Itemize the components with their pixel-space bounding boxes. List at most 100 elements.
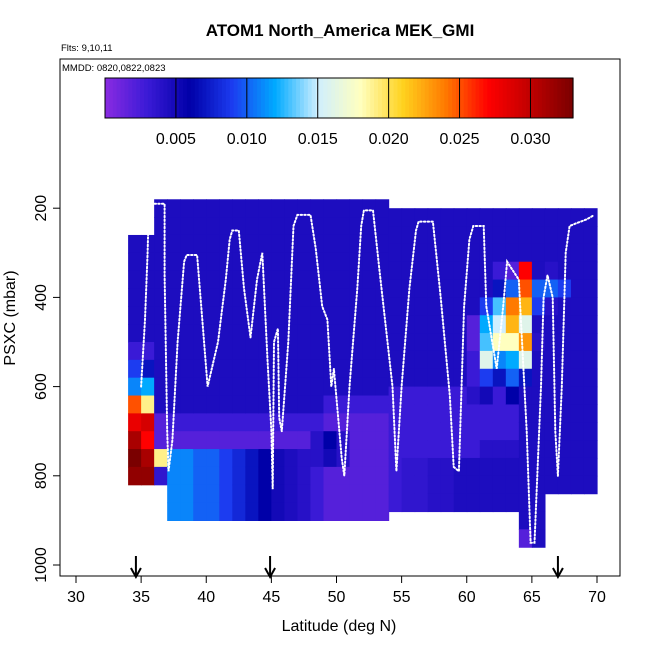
aircraft-arrows [130,556,564,580]
colorbar-segment-98 [487,78,492,118]
heatmap-cell-15-1 [323,217,338,236]
heatmap-cell-0-1 [128,252,142,272]
x-tick-label-3: 45 [262,589,280,606]
heatmap-cell-8-10 [232,377,246,397]
heatmap-cell-29-5 [505,297,520,316]
flights-annotation: Flts: 9,10,11 [61,43,113,54]
colorbar-segment-35 [241,78,246,118]
heatmap-cell-15-12 [323,413,338,432]
heatmap-cell-0-3 [128,288,142,307]
colorbar-segment-57 [327,78,332,118]
heatmap-cell-22-7 [414,333,429,352]
heatmap-cell-15-5 [323,288,338,307]
heatmap-cell-21-16 [401,493,416,513]
x-tick-label-7: 65 [523,589,541,606]
heatmap-cell-6-11 [206,395,220,414]
heatmap-cell-13-12 [297,413,312,432]
heatmap-cell-18-11 [362,395,377,414]
heatmap-cell-10-16 [258,484,272,504]
heatmap-cell-34-14 [570,457,585,477]
heatmap-cell-16-13 [336,431,351,450]
colorbar-segment-102 [502,78,508,118]
heatmap-cell-28-15 [492,475,507,495]
heatmap-cell-12-17 [284,502,299,521]
heatmap-cell-20-1 [388,226,403,245]
heatmap-cell-35-14 [583,457,598,477]
heatmap-cell-13-7 [297,324,312,343]
heatmap-cell-32-6 [544,315,559,334]
heatmap-cell-16-16 [336,484,351,504]
colorbar-segment-11 [147,78,153,118]
heatmap-cell-18-13 [362,431,377,450]
colorbar-segment-2 [112,78,118,118]
colorbar-segment-4 [120,78,126,118]
colorbar-segment-3 [116,78,122,118]
colorbar-segment-67 [366,78,371,118]
heatmap-cell-34-7 [570,333,585,352]
heatmap-cell-8-2 [232,234,246,254]
heatmap-cell-28-0 [492,208,507,227]
heatmap-cell-2-2 [154,234,168,254]
heatmap-cell-18-5 [362,288,377,307]
heatmap-cell-11-6 [271,306,285,325]
heatmap-cell-9-13 [245,431,259,450]
heatmap-cell-32-14 [544,457,559,477]
heatmap-cell-29-12 [505,422,520,441]
heatmap-cell-2-1 [154,217,168,236]
heatmap-cell-16-7 [336,324,351,343]
heatmap-cell-24-2 [440,243,455,263]
heatmap-cell-4-13 [180,431,194,450]
colorbar-segment-104 [510,78,516,118]
heatmap-cell-14-10 [310,377,325,397]
heatmap-cell-12-11 [284,395,299,414]
arrow-marker-2 [552,556,564,580]
heatmap-cell-5-15 [193,466,207,486]
heatmap-cell-30-5 [518,297,533,316]
heatmap-cell-12-0 [284,199,299,218]
heatmap-cell-4-10 [180,377,194,397]
heatmap-cell-14-12 [310,413,325,432]
heatmap-cell-11-1 [271,217,285,236]
heatmap-cell-5-12 [193,413,207,432]
heatmap-cell-26-14 [466,457,481,477]
heatmap-cell-8-3 [232,252,246,272]
heatmap-cell-32-13 [544,440,559,459]
heatmap-cell-27-1 [479,226,494,245]
heatmap-cell-3-5 [167,288,181,307]
heatmap-cell-16-6 [336,306,351,325]
heatmap-cell-9-5 [245,288,259,307]
heatmap-cell-9-17 [245,502,259,521]
heatmap-cell-11-15 [271,466,285,486]
heatmap-cell-33-5 [557,297,572,316]
heatmap-cell-12-7 [284,324,299,343]
heatmap-cell-9-8 [245,342,259,361]
heatmap-cell-20-6 [388,315,403,334]
heatmap-cell-30-14 [518,457,533,477]
heatmap-cell-7-11 [219,395,233,414]
heatmap-cell-4-2 [180,234,194,254]
heatmap-cell-35-13 [583,440,598,459]
heatmap-cell-33-6 [557,315,572,334]
heatmap-cell-4-0 [180,199,194,218]
colorbar-segment-53 [311,78,317,118]
colorbar-segment-64 [354,78,360,118]
colorbar-segment-44 [276,78,282,118]
heatmap-cell-26-11 [466,404,481,423]
heatmap-cell-5-7 [193,324,207,343]
colorbar-segment-92 [463,78,469,118]
heatmap-cell-6-15 [206,466,220,486]
heatmap-cell-9-12 [245,413,259,432]
heatmap-cell-32-2 [544,243,559,263]
colorbar-segment-95 [475,78,480,118]
heatmap-cell-16-5 [336,288,351,307]
colorbar-segment-103 [506,78,512,118]
heatmap-cell-18-8 [362,342,377,361]
heatmap-cell-4-17 [180,502,194,521]
heatmap-cell-8-17 [232,502,246,521]
heatmap-cell-7-8 [219,342,233,361]
heatmap-cell-8-6 [232,306,246,325]
heatmap-cell-35-9 [583,368,598,388]
colorbar-segment-91 [459,78,465,118]
colorbar-segment-30 [222,78,227,118]
heatmap-cell-22-12 [414,422,429,441]
